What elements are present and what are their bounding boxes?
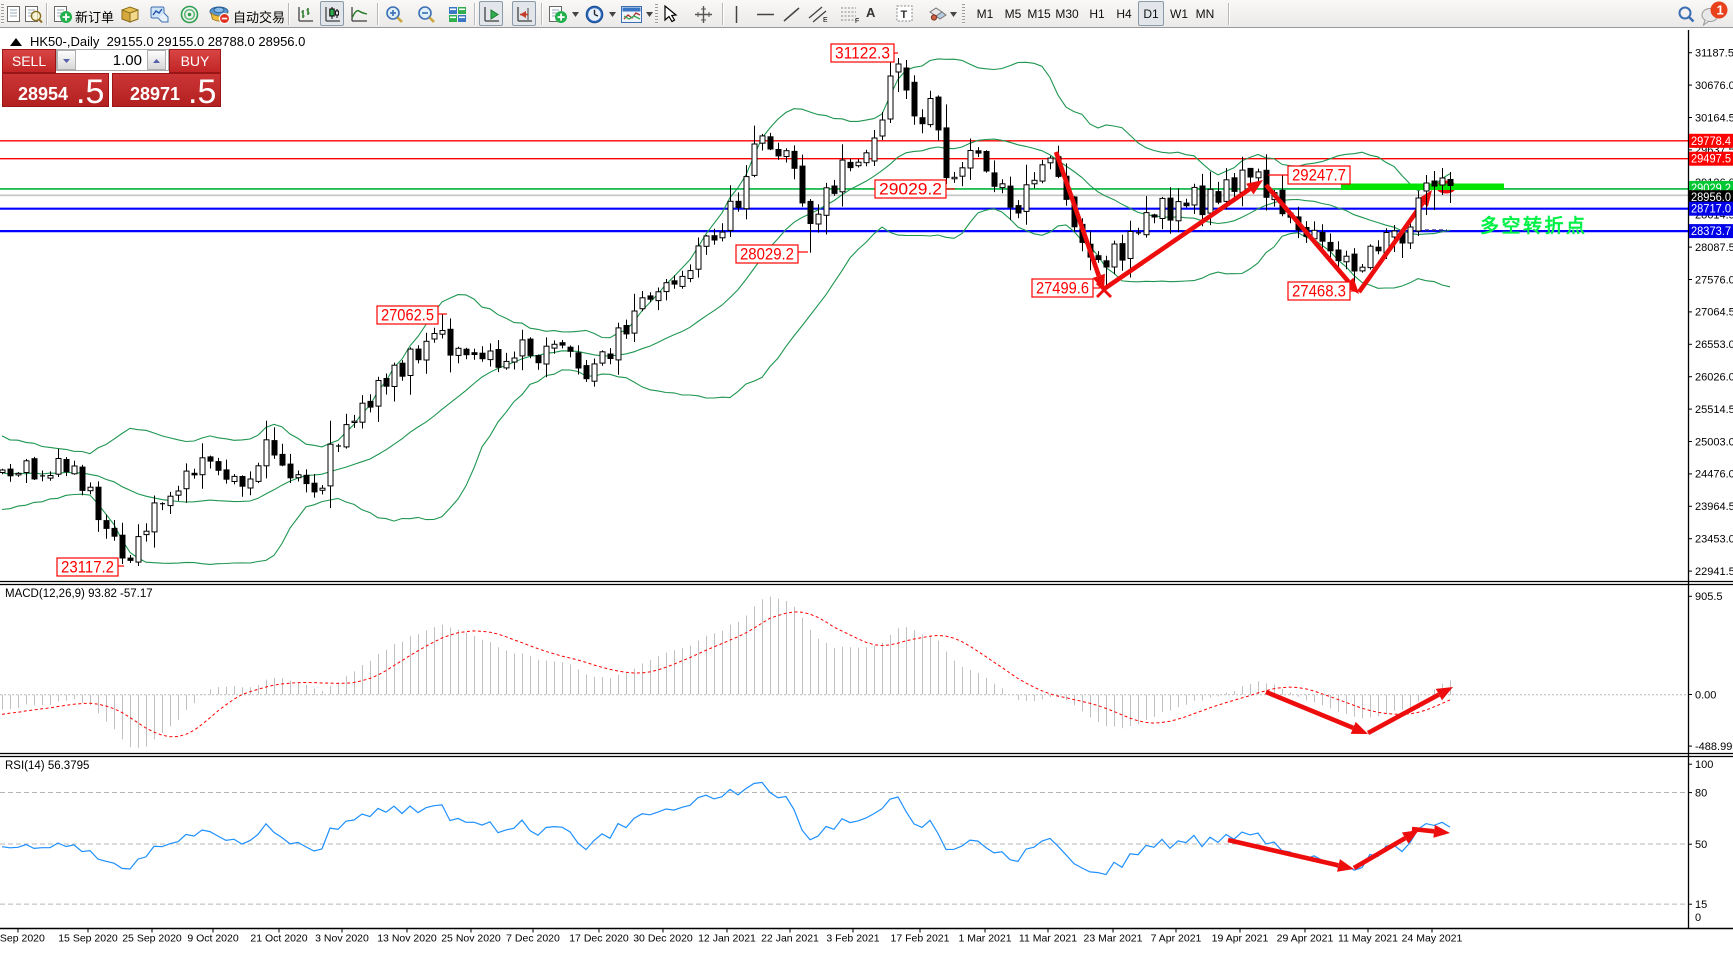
svg-text:11 Mar 2021: 11 Mar 2021: [1019, 933, 1077, 945]
svg-text:3 Nov 2020: 3 Nov 2020: [315, 933, 369, 945]
svg-text:0.00: 0.00: [1695, 689, 1716, 701]
svg-text:27468.3: 27468.3: [1292, 283, 1346, 301]
svg-text:80: 80: [1695, 787, 1707, 799]
svg-text:1 Mar 2021: 1 Mar 2021: [958, 933, 1011, 945]
svg-text:23453.0: 23453.0: [1695, 534, 1733, 546]
svg-text:905.5: 905.5: [1695, 591, 1723, 603]
svg-text:24476.0: 24476.0: [1695, 469, 1733, 481]
svg-text:28373.7: 28373.7: [1691, 226, 1731, 238]
svg-text:E: E: [823, 17, 828, 23]
svg-text:RSI(14) 56.3795: RSI(14) 56.3795: [5, 760, 89, 772]
svg-text:31187.5: 31187.5: [1695, 48, 1733, 60]
svg-text:23 Mar 2021: 23 Mar 2021: [1084, 933, 1143, 945]
svg-text:9 Oct 2020: 9 Oct 2020: [187, 933, 239, 945]
svg-text:3 Feb 2021: 3 Feb 2021: [826, 933, 879, 945]
svg-text:30 Dec 2020: 30 Dec 2020: [633, 933, 693, 945]
svg-text:26553.0: 26553.0: [1695, 339, 1733, 351]
svg-text:29 Apr 2021: 29 Apr 2021: [1277, 933, 1334, 945]
svg-text:30676.0: 30676.0: [1695, 80, 1733, 92]
svg-text:7 Dec 2020: 7 Dec 2020: [506, 933, 560, 945]
svg-text:3 Sep 2020: 3 Sep 2020: [0, 933, 45, 945]
svg-text:21 Oct 2020: 21 Oct 2020: [250, 933, 307, 945]
svg-text:50: 50: [1695, 839, 1707, 851]
svg-text:T: T: [901, 9, 908, 21]
svg-text:23117.2: 23117.2: [61, 559, 114, 577]
svg-text:22 Jan 2021: 22 Jan 2021: [761, 933, 819, 945]
svg-text:13 Nov 2020: 13 Nov 2020: [377, 933, 437, 945]
svg-text:25514.5: 25514.5: [1695, 404, 1733, 416]
svg-text:29497.5: 29497.5: [1691, 154, 1731, 166]
svg-text:27064.5: 27064.5: [1695, 307, 1733, 319]
svg-text:15: 15: [1695, 899, 1707, 911]
svg-text:28029.2: 28029.2: [740, 246, 794, 264]
svg-text:31122.3: 31122.3: [835, 45, 890, 63]
svg-text:24 May 2021: 24 May 2021: [1402, 933, 1463, 945]
svg-text:15 Sep 2020: 15 Sep 2020: [58, 933, 118, 945]
svg-text:0: 0: [1695, 912, 1701, 924]
svg-text:29247.7: 29247.7: [1292, 167, 1346, 185]
svg-text:11 May 2021: 11 May 2021: [1338, 933, 1398, 945]
svg-text:17 Feb 2021: 17 Feb 2021: [891, 933, 950, 945]
svg-text:多空转折点: 多空转折点: [1480, 214, 1588, 237]
svg-text:30164.5: 30164.5: [1695, 112, 1733, 124]
svg-text:7 Apr 2021: 7 Apr 2021: [1151, 933, 1202, 945]
svg-text:19 Apr 2021: 19 Apr 2021: [1212, 933, 1269, 945]
svg-text:28717.0: 28717.0: [1691, 204, 1731, 216]
svg-text:22941.5: 22941.5: [1695, 566, 1733, 578]
svg-text:12 Jan 2021: 12 Jan 2021: [698, 933, 756, 945]
svg-text:-488.99: -488.99: [1695, 741, 1732, 753]
svg-text:26026.0: 26026.0: [1695, 372, 1733, 384]
svg-text:27576.0: 27576.0: [1695, 274, 1733, 286]
svg-text:27062.5: 27062.5: [381, 307, 434, 325]
svg-text:28956.0: 28956.0: [1691, 192, 1731, 204]
svg-text:MACD(12,26,9) 93.82 -57.17: MACD(12,26,9) 93.82 -57.17: [5, 588, 153, 600]
svg-text:100: 100: [1695, 759, 1713, 771]
svg-text:F: F: [855, 18, 859, 23]
svg-text:27499.6: 27499.6: [1036, 280, 1089, 298]
svg-text:28087.5: 28087.5: [1695, 242, 1733, 254]
svg-text:17 Dec 2020: 17 Dec 2020: [569, 933, 629, 945]
svg-text:25 Nov 2020: 25 Nov 2020: [441, 933, 501, 945]
svg-text:23964.5: 23964.5: [1695, 501, 1733, 513]
svg-text:1: 1: [1717, 3, 1724, 18]
svg-text:25003.0: 25003.0: [1695, 436, 1733, 448]
svg-text:29029.2: 29029.2: [879, 181, 942, 199]
svg-text:29778.4: 29778.4: [1691, 136, 1732, 148]
svg-text:25 Sep 2020: 25 Sep 2020: [122, 933, 182, 945]
